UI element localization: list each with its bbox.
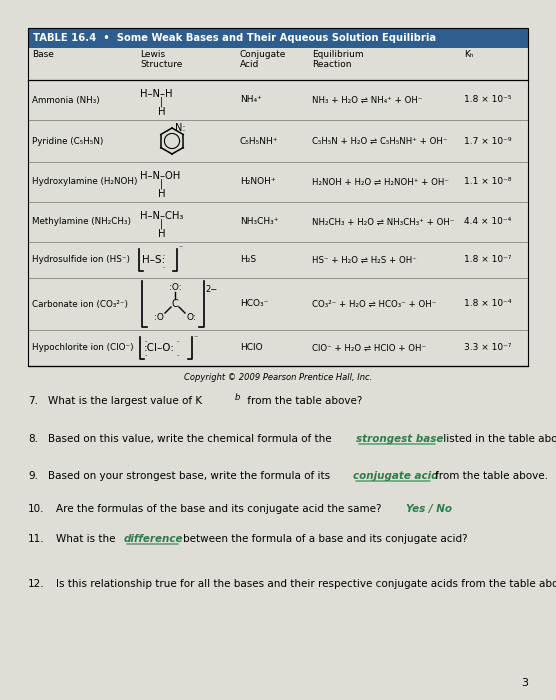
Text: H₂NOH + H₂O ⇌ H₂NOH⁺ + OH⁻: H₂NOH + H₂O ⇌ H₂NOH⁺ + OH⁻ — [312, 178, 449, 186]
Text: ..: .. — [144, 353, 148, 358]
Text: 2−: 2− — [205, 286, 217, 295]
Text: NH₂CH₃ + H₂O ⇌ NH₃CH₃⁺ + OH⁻: NH₂CH₃ + H₂O ⇌ NH₃CH₃⁺ + OH⁻ — [312, 218, 454, 227]
Text: :O:: :O: — [168, 283, 181, 291]
Text: |: | — [160, 97, 163, 107]
Text: What is the: What is the — [56, 534, 119, 544]
Text: 4.4 × 10⁻⁴: 4.4 × 10⁻⁴ — [464, 218, 512, 227]
Text: Yes / No: Yes / No — [406, 504, 452, 514]
Text: H₂NOH⁺: H₂NOH⁺ — [240, 178, 276, 186]
Text: What is the largest value of K: What is the largest value of K — [48, 396, 202, 406]
Text: 3: 3 — [521, 678, 528, 688]
Text: listed in the table above.: listed in the table above. — [440, 434, 556, 444]
Text: from the table above.: from the table above. — [435, 471, 548, 481]
Text: ClO⁻ + H₂O ⇌ HClO + OH⁻: ClO⁻ + H₂O ⇌ HClO + OH⁻ — [312, 344, 426, 353]
Text: .: . — [162, 263, 164, 269]
Text: TABLE 16.4  •  Some Weak Bases and Their Aqueous Solution Equilibria: TABLE 16.4 • Some Weak Bases and Their A… — [33, 33, 436, 43]
Text: CO₃²⁻ + H₂O ⇌ HCO₃⁻ + OH⁻: CO₃²⁻ + H₂O ⇌ HCO₃⁻ + OH⁻ — [312, 300, 436, 309]
Text: from the table above?: from the table above? — [244, 396, 363, 406]
Text: conjugate acid: conjugate acid — [353, 471, 439, 481]
Text: Methylamine (NH₂CH₃): Methylamine (NH₂CH₃) — [32, 218, 131, 227]
Text: ⁻: ⁻ — [193, 333, 197, 342]
Text: H–N–CH₃: H–N–CH₃ — [140, 211, 183, 221]
Text: Equilibrium
Reaction: Equilibrium Reaction — [312, 50, 364, 69]
Text: C₅H₅NH⁺: C₅H₅NH⁺ — [240, 136, 279, 146]
Text: HS⁻ + H₂O ⇌ H₂S + OH⁻: HS⁻ + H₂O ⇌ H₂S + OH⁻ — [312, 256, 417, 265]
Text: H: H — [158, 229, 166, 239]
Text: HCO₃⁻: HCO₃⁻ — [240, 300, 269, 309]
Text: 9.: 9. — [28, 471, 38, 481]
Text: Hypochlorite ion (ClO⁻): Hypochlorite ion (ClO⁻) — [32, 344, 133, 353]
Text: 3.3 × 10⁻⁷: 3.3 × 10⁻⁷ — [464, 344, 512, 353]
Text: Kₕ: Kₕ — [464, 50, 474, 59]
Text: H–N–H: H–N–H — [140, 89, 172, 99]
Text: Based on this value, write the chemical formula of the: Based on this value, write the chemical … — [48, 434, 335, 444]
Text: C: C — [172, 299, 178, 309]
Text: 12.: 12. — [28, 579, 44, 589]
Bar — [28, 28, 528, 48]
Text: ..: .. — [176, 339, 180, 344]
Text: H: H — [158, 189, 166, 199]
Text: C₅H₅N + H₂O ⇌ C₅H₅NH⁺ + OH⁻: C₅H₅N + H₂O ⇌ C₅H₅NH⁺ + OH⁻ — [312, 136, 448, 146]
Text: Carbonate ion (CO₃²⁻): Carbonate ion (CO₃²⁻) — [32, 300, 128, 309]
Text: ..: .. — [144, 339, 148, 344]
Text: Copyright © 2009 Pearson Prentice Hall, Inc.: Copyright © 2009 Pearson Prentice Hall, … — [184, 373, 372, 382]
Text: difference: difference — [124, 534, 183, 544]
Text: 1.8 × 10⁻⁵: 1.8 × 10⁻⁵ — [464, 95, 512, 104]
Text: |: | — [160, 178, 163, 189]
Text: Base: Base — [32, 50, 54, 59]
Text: HClO: HClO — [240, 344, 262, 353]
Text: Conjugate
Acid: Conjugate Acid — [240, 50, 286, 69]
Text: 7.: 7. — [28, 396, 38, 406]
Text: 8.: 8. — [28, 434, 38, 444]
Text: .: . — [162, 251, 164, 257]
Text: 1.8 × 10⁻⁴: 1.8 × 10⁻⁴ — [464, 300, 512, 309]
Text: Hydrosulfide ion (HS⁻): Hydrosulfide ion (HS⁻) — [32, 256, 130, 265]
Text: Based on your strongest base, write the formula of its: Based on your strongest base, write the … — [48, 471, 334, 481]
Text: NH₃ + H₂O ⇌ NH₄⁺ + OH⁻: NH₃ + H₂O ⇌ NH₄⁺ + OH⁻ — [312, 95, 423, 104]
Text: :Ȯ: :Ȯ — [154, 314, 164, 323]
Text: b: b — [235, 393, 240, 402]
Text: ..: .. — [176, 353, 180, 358]
Text: Hydroxylamine (H₂NOH): Hydroxylamine (H₂NOH) — [32, 178, 137, 186]
Text: 1.1 × 10⁻⁸: 1.1 × 10⁻⁸ — [464, 178, 512, 186]
Text: H₂S: H₂S — [240, 256, 256, 265]
Text: :Cl–O:: :Cl–O: — [144, 343, 175, 353]
Text: N:: N: — [175, 123, 186, 133]
Text: NH₃CH₃⁺: NH₃CH₃⁺ — [240, 218, 279, 227]
Text: H: H — [158, 107, 166, 117]
Text: H–S:: H–S: — [142, 255, 165, 265]
Text: Lewis
Structure: Lewis Structure — [140, 50, 182, 69]
Text: 11.: 11. — [28, 534, 44, 544]
Text: 1.8 × 10⁻⁷: 1.8 × 10⁻⁷ — [464, 256, 512, 265]
Text: 1.7 × 10⁻⁹: 1.7 × 10⁻⁹ — [464, 136, 512, 146]
Text: Are the formulas of the base and its conjugate acid the same?: Are the formulas of the base and its con… — [56, 504, 388, 514]
Text: ⁻: ⁻ — [178, 244, 182, 253]
Text: strongest base: strongest base — [356, 434, 443, 444]
Text: NH₄⁺: NH₄⁺ — [240, 95, 262, 104]
Text: 10.: 10. — [28, 504, 44, 514]
Text: Ȯ:: Ȯ: — [186, 314, 196, 323]
Text: Pyridine (C₅H₅N): Pyridine (C₅H₅N) — [32, 136, 103, 146]
Bar — [28, 28, 528, 366]
Text: Ammonia (NH₃): Ammonia (NH₃) — [32, 95, 100, 104]
Text: |: | — [160, 218, 163, 230]
Text: between the formula of a base and its conjugate acid?: between the formula of a base and its co… — [183, 534, 468, 544]
Text: H–N–OH: H–N–OH — [140, 171, 180, 181]
Text: Is this relationship true for all the bases and their respective conjugate acids: Is this relationship true for all the ba… — [56, 579, 556, 589]
